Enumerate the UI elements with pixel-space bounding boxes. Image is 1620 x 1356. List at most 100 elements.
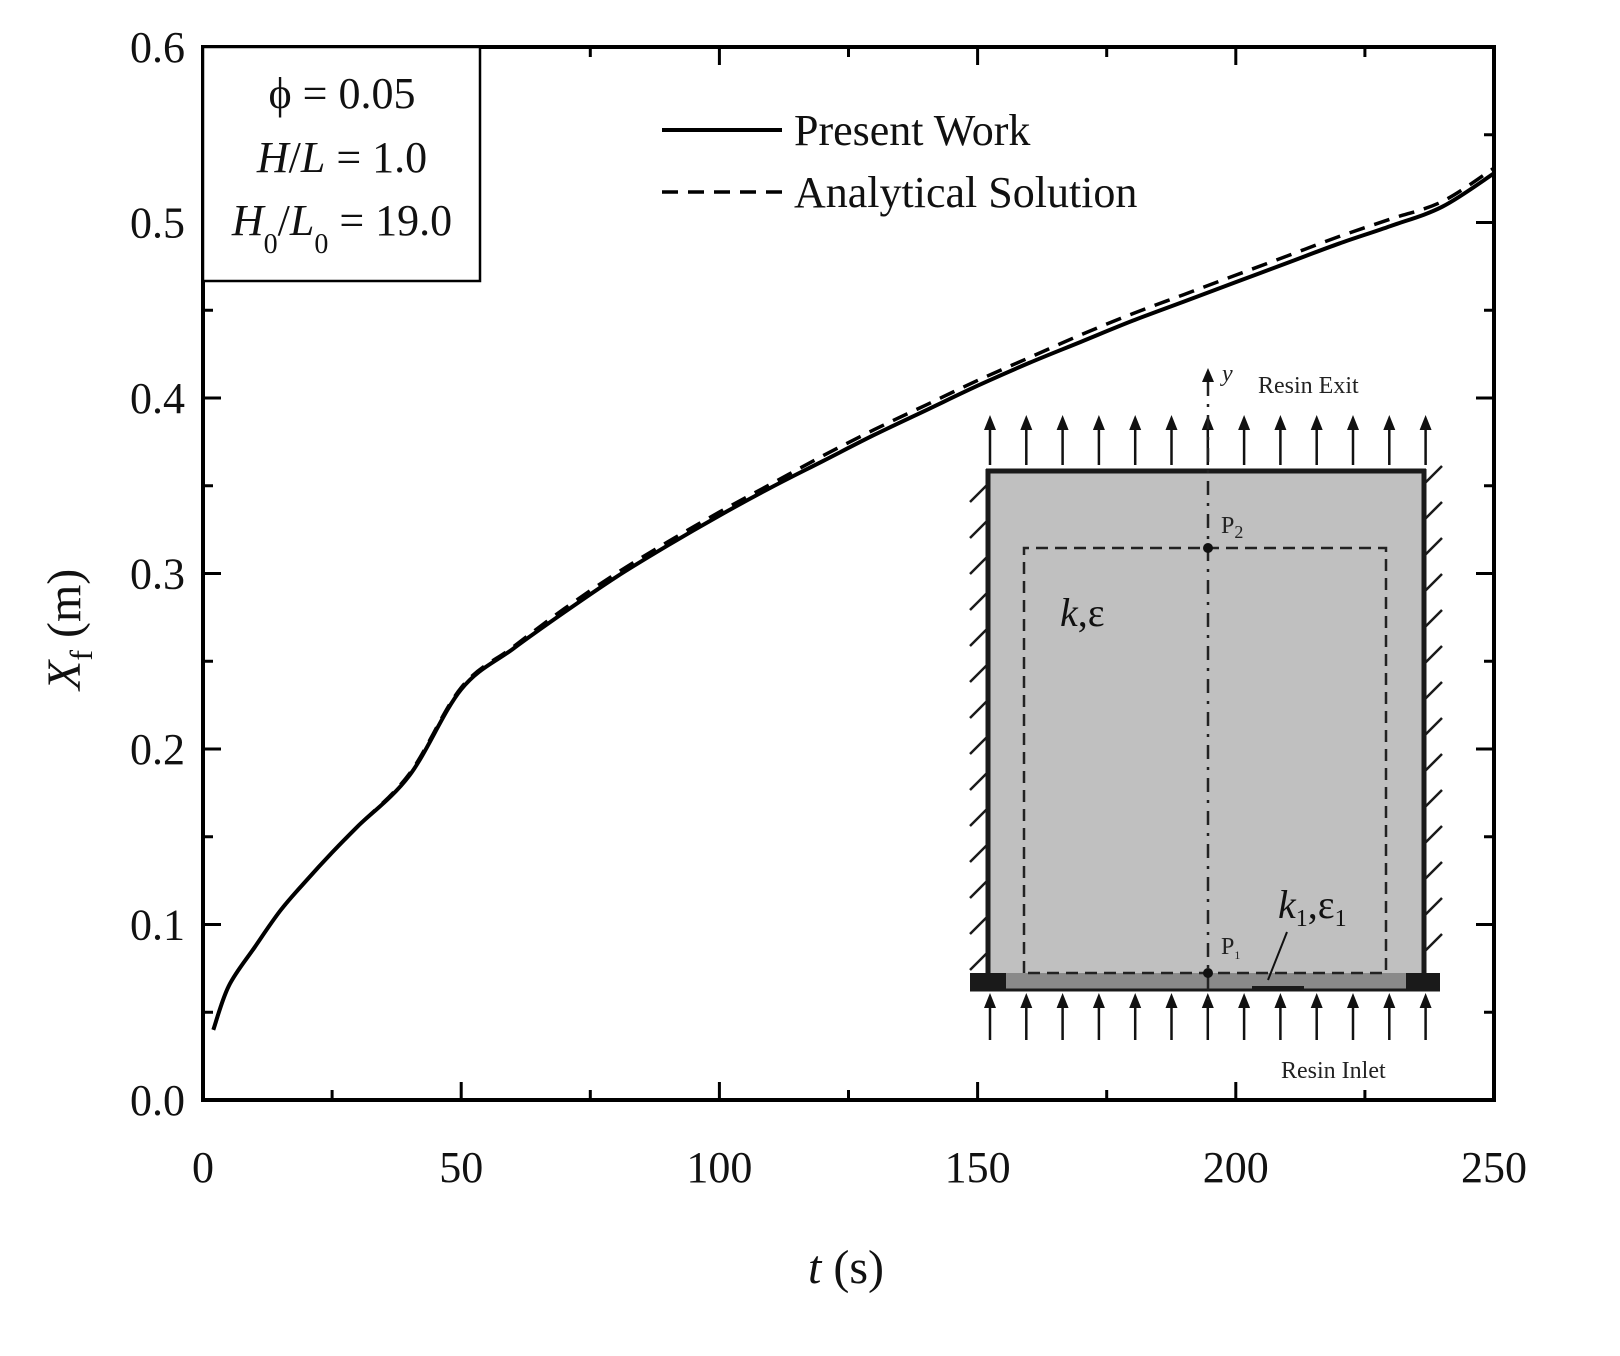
inset-flow-arrows xyxy=(984,415,1432,1040)
arrow-up-icon xyxy=(1020,993,1033,1008)
inset-y-axis-label: y xyxy=(1220,361,1233,387)
inset-bottom-left-block xyxy=(970,973,1006,990)
arrow-up-icon xyxy=(1238,415,1251,430)
arrow-up-icon xyxy=(1165,993,1178,1008)
parameter-box-frame xyxy=(201,45,482,283)
hatch-mark xyxy=(969,807,989,827)
inset-wall-hatching xyxy=(969,465,1443,971)
param-aspect-ratio: H/L = 1.0 xyxy=(256,133,427,182)
y-tick-label: 0.1 xyxy=(130,901,185,950)
arrow-up-icon xyxy=(1419,993,1432,1008)
inset-bottom-right-block xyxy=(1406,973,1440,990)
arrow-up-icon xyxy=(1347,415,1359,430)
arrow-up-icon xyxy=(1020,415,1033,430)
inset-p1-label: P1 xyxy=(1221,934,1240,962)
hatch-mark xyxy=(1423,609,1443,629)
plot-area: 0 50 100 150 200 250 0.0 0.1 0.2 0.3 0.4 0.5 0.6 xyxy=(130,23,1527,1192)
x-tick-label: 100 xyxy=(686,1143,752,1192)
arrow-up-icon xyxy=(1056,415,1069,430)
hatch-mark xyxy=(1423,465,1443,485)
hatch-mark xyxy=(1423,537,1443,557)
hatch-mark xyxy=(969,663,989,683)
inset-region-main-label: k,ε xyxy=(1060,590,1105,635)
y-tick-label: 0.3 xyxy=(130,550,185,599)
inset-resin-inlet-label: Resin Inlet xyxy=(1281,1058,1386,1084)
arrow-up-icon xyxy=(1310,993,1323,1008)
legend: Present Work Analytical Solution xyxy=(662,106,1137,217)
y-tick-label: 0.5 xyxy=(130,199,185,248)
hatch-mark xyxy=(969,879,989,899)
data-series xyxy=(211,166,1496,1031)
hatch-mark xyxy=(1423,501,1443,521)
arrow-up-icon xyxy=(1274,415,1287,430)
y-tick-label: 0.4 xyxy=(130,374,185,423)
hatch-mark xyxy=(969,915,989,935)
hatch-mark xyxy=(969,483,989,503)
hatch-mark xyxy=(1423,933,1443,953)
hatch-mark xyxy=(969,951,989,971)
x-tick-label: 50 xyxy=(439,1143,483,1192)
inset-region-inlet-label: k1,ε1 xyxy=(1278,882,1347,932)
arrow-up-icon xyxy=(1129,415,1142,430)
arrow-up-icon xyxy=(1056,993,1069,1008)
arrow-up-icon xyxy=(1310,415,1323,430)
param-phi: ϕ = 0.05 xyxy=(269,69,416,118)
arrow-up-icon xyxy=(1383,993,1396,1008)
axis-tick-labels: 0 50 100 150 200 250 0.0 0.1 0.2 0.3 0.4 0.5 0.6 xyxy=(130,23,1527,1192)
y-tick-label: 0.6 xyxy=(130,23,185,72)
hatch-mark xyxy=(1423,645,1443,665)
x-tick-label: 250 xyxy=(1461,1143,1527,1192)
hatch-mark xyxy=(1423,681,1443,701)
arrow-up-icon xyxy=(1092,415,1105,430)
legend-label-present-work: Present Work xyxy=(794,106,1030,155)
inset-point-p2 xyxy=(1203,543,1213,553)
inset-inlet-layer xyxy=(988,973,1424,990)
hatch-mark xyxy=(969,591,989,611)
inset-schematic: y Resin Exit Resin Inlet P2 P1 k,ε k1,ε1 xyxy=(969,361,1443,1084)
arrow-up-icon xyxy=(984,993,996,1008)
hatch-mark xyxy=(969,519,989,539)
arrow-up-icon xyxy=(1129,993,1142,1008)
arrow-up-icon xyxy=(1274,993,1287,1008)
inset-inner-boundary xyxy=(1022,546,1388,975)
arrow-up-icon xyxy=(984,415,996,430)
y-tick-label: 0.0 xyxy=(130,1076,185,1125)
x-tick-label: 0 xyxy=(192,1143,214,1192)
hatch-mark xyxy=(969,771,989,791)
arrow-up-icon xyxy=(1165,415,1178,430)
parameter-box: ϕ = 0.05 H/L = 1.0 H0/L0 = 19.0 xyxy=(201,45,482,283)
hatch-mark xyxy=(1423,573,1443,593)
hatch-mark xyxy=(969,843,989,863)
arrow-up-icon xyxy=(1238,993,1251,1008)
x-axis-title: t (s) xyxy=(808,1241,884,1294)
inset-p2-label: P2 xyxy=(1221,513,1243,542)
y-axis-arrowhead-icon xyxy=(1202,368,1214,382)
hatch-mark xyxy=(969,627,989,647)
arrow-up-icon xyxy=(1419,415,1432,430)
hatch-mark xyxy=(1423,717,1443,737)
param-initial-ratio: H0/L0 = 19.0 xyxy=(231,196,452,260)
hatch-mark xyxy=(969,735,989,755)
legend-label-analytical-solution: Analytical Solution xyxy=(794,168,1137,217)
hatch-mark xyxy=(1423,753,1443,773)
hatch-mark xyxy=(1423,825,1443,845)
y-axis-title: Xf (m) xyxy=(38,569,99,692)
arrow-up-icon xyxy=(1383,415,1396,430)
hatch-mark xyxy=(1423,789,1443,809)
arrow-up-icon xyxy=(1201,993,1214,1008)
inset-inlet-leader-line xyxy=(1267,931,1288,981)
hatch-mark xyxy=(969,555,989,575)
hatch-mark xyxy=(1423,861,1443,881)
inset-resin-exit-label: Resin Exit xyxy=(1258,373,1359,399)
inset-cavity xyxy=(988,471,1424,990)
hatch-mark xyxy=(969,699,989,719)
series-analytical-solution-line xyxy=(211,166,1495,1031)
x-tick-label: 150 xyxy=(945,1143,1011,1192)
inset-point-p1 xyxy=(1203,968,1213,978)
hatch-mark xyxy=(1423,897,1443,917)
arrow-up-icon xyxy=(1347,993,1359,1008)
arrow-up-icon xyxy=(1092,993,1105,1008)
y-tick-label: 0.2 xyxy=(130,725,185,774)
x-tick-label: 200 xyxy=(1203,1143,1269,1192)
